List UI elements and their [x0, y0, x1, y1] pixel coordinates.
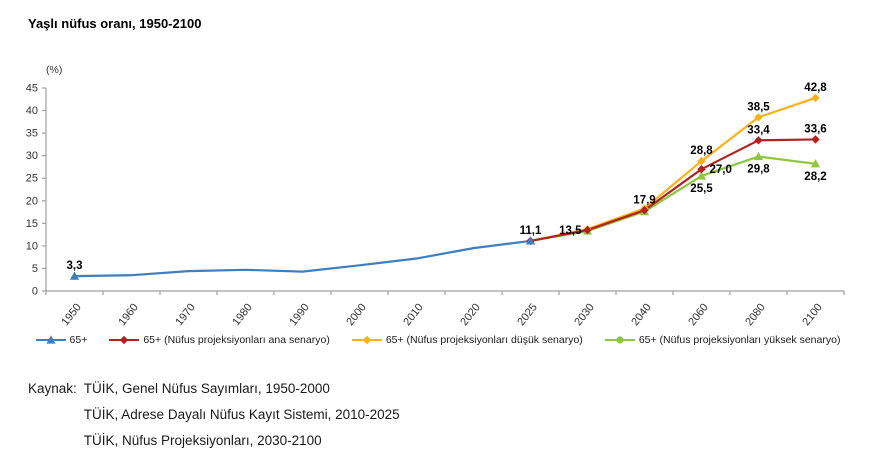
y-tick-label: 10 — [26, 240, 38, 252]
x-tick-label: 2030 — [572, 301, 597, 328]
data-label: 29,8 — [747, 164, 770, 176]
legend-label: 65+ (Nüfus projeksiyonları yüksek senary… — [638, 334, 841, 346]
x-tick-label: 2060 — [686, 301, 711, 328]
diamond-marker-icon — [754, 136, 763, 145]
source-line: TÜİK, Nüfus Projeksiyonları, 2030-2100 — [83, 433, 322, 448]
triangle-marker-icon — [810, 159, 821, 168]
diamond-marker-icon — [640, 206, 649, 215]
triangle-marker-icon — [753, 151, 764, 161]
data-label: 33,6 — [804, 123, 826, 135]
x-tick-label: 1990 — [287, 301, 312, 328]
x-tick-label: 2000 — [344, 301, 369, 328]
y-tick-label: 25 — [26, 173, 38, 185]
legend-item-2: 65+ (Nüfus projeksiyonları düşük senaryo… — [351, 334, 583, 346]
y-tick-label: 20 — [26, 195, 38, 207]
y-tick-label: 45 — [26, 83, 38, 95]
circle-marker-icon — [616, 336, 624, 344]
x-tick-label: 1970 — [173, 301, 198, 328]
legend-item-3: 65+ (Nüfus projeksiyonları yüksek senary… — [604, 334, 841, 346]
source-label: Kaynak: — [28, 381, 77, 396]
legend-label: 65+ (Nüfus projeksiyonları düşük senaryo… — [385, 334, 583, 346]
series-line-1 — [530, 138, 816, 243]
triangle-marker-icon — [45, 335, 56, 344]
y-tick-label: 5 — [32, 263, 38, 275]
diamond-marker-icon — [583, 225, 592, 235]
data-label: 25,5 — [690, 183, 713, 195]
legend-swatch — [109, 335, 140, 345]
x-tick-label: 2010 — [401, 301, 426, 328]
legend: 65+ 65+ (Nüfus projeksiyonları ana senary… — [0, 334, 876, 346]
legend-label: 65+ (Nüfus projeksiyonları ana senaryo) — [143, 334, 330, 346]
x-tick-label: 2080 — [743, 301, 768, 328]
data-label: 17,9 — [633, 194, 655, 206]
source-line: TÜİK, Adrese Dayalı Nüfus Kayıt Sistemi,… — [83, 407, 400, 422]
legend-item-0: 65+ — [35, 334, 88, 346]
data-label: 33,4 — [747, 124, 770, 136]
source-lines: TÜİK, Genel Nüfus Sayımları, 1950-2000 T… — [84, 376, 400, 451]
triangle-marker-icon — [69, 271, 80, 280]
x-tick-label: 2100 — [800, 301, 825, 328]
y-tick-label: 40 — [26, 105, 38, 117]
legend-label: 65+ — [69, 334, 88, 346]
x-tick-label: 1980 — [230, 301, 255, 328]
diamond-marker-icon — [697, 165, 706, 174]
legend-swatch — [604, 336, 635, 344]
x-tick-label: 2025 — [515, 301, 540, 328]
y-tick-label: 30 — [26, 150, 38, 162]
data-label: 13,5 — [559, 225, 582, 237]
y-tick-label: 0 — [32, 286, 38, 298]
x-tick-label: 1950 — [59, 301, 84, 328]
series-line-2 — [530, 96, 816, 243]
series-line-0 — [74, 239, 531, 278]
data-label: 28,2 — [804, 171, 826, 183]
data-label: 42,8 — [804, 82, 827, 94]
x-tick-label: 1960 — [116, 301, 141, 328]
y-tick-label: 15 — [26, 218, 38, 230]
diamond-marker-icon — [811, 135, 820, 144]
legend-swatch — [35, 335, 66, 344]
source-note: Kaynak: TÜİK, Genel Nüfus Sayımları, 195… — [28, 376, 400, 451]
x-tick-label: 2020 — [458, 301, 483, 328]
triangle-marker-icon — [525, 236, 536, 245]
legend-item-1: 65+ (Nüfus projeksiyonları ana senaryo) — [109, 334, 330, 346]
data-label: 3,3 — [67, 260, 83, 272]
data-label: 28,8 — [690, 145, 713, 157]
source-line: TÜİK, Genel Nüfus Sayımları, 1950-2000 — [83, 381, 330, 396]
triangle-marker-icon — [696, 171, 707, 180]
diamond-marker-icon — [120, 335, 129, 345]
chart-title: Yaşlı nüfus oranı, 1950-2100 — [28, 16, 202, 31]
y-tick-label: 35 — [26, 128, 38, 140]
legend-swatch — [351, 335, 382, 345]
data-label: 11,1 — [520, 225, 542, 237]
y-axis-unit-label: (%) — [46, 64, 63, 76]
diamond-marker-icon — [811, 93, 820, 103]
diamond-marker-icon — [754, 113, 763, 122]
data-label: 27,0 — [710, 164, 732, 176]
axis-lines — [45, 88, 844, 292]
x-tick-label: 2040 — [629, 301, 654, 328]
data-label: 38,5 — [747, 101, 770, 113]
diamond-marker-icon — [362, 335, 372, 345]
diamond-marker-icon — [697, 156, 706, 166]
